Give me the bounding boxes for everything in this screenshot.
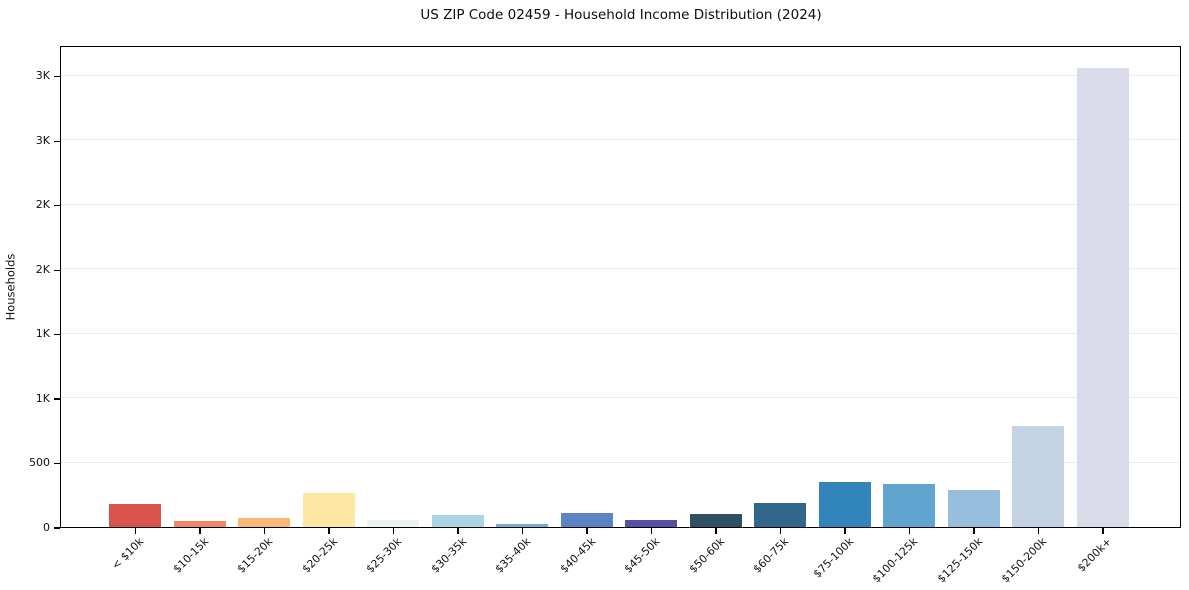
gridline (61, 332, 1180, 334)
x-tick-mark (586, 528, 588, 534)
bar-$20-25k (302, 493, 355, 527)
chart-title: US ZIP Code 02459 - Household Income Dis… (420, 7, 822, 23)
x-tick-mark (263, 528, 266, 534)
x-tick-mark (715, 528, 717, 534)
x-tick-mark (134, 528, 137, 534)
gridline (61, 268, 1180, 270)
bar-$25-30k (367, 520, 419, 527)
plot-area (60, 46, 1181, 528)
bar-$75-100k (818, 482, 871, 527)
gridline (61, 397, 1180, 399)
y-tick-mark (54, 76, 60, 78)
y-tick-mark (54, 205, 60, 207)
gridline (61, 139, 1180, 141)
y-tick-mark (54, 527, 60, 529)
y-tick-mark (54, 140, 60, 142)
y-tick-label: 1K (35, 391, 50, 405)
bar-$45-50k (625, 520, 677, 527)
x-tick-mark (779, 528, 782, 534)
y-tick-label: 0 (43, 520, 50, 534)
y-tick-label: 3K (35, 69, 50, 83)
bar-$40-45k (560, 512, 613, 527)
bar-$60-75k (754, 502, 806, 527)
bar-$50-60k (689, 513, 742, 527)
y-tick-mark (54, 462, 60, 465)
bar-$200k+ (1076, 67, 1129, 527)
x-tick-mark (844, 528, 846, 534)
y-tick-label: 2K (35, 198, 50, 212)
bar-$125-150k (947, 490, 1000, 527)
x-tick-mark (1102, 528, 1104, 534)
gridline (61, 461, 1180, 463)
y-tick-label: 2K (35, 262, 50, 276)
bar-$35-40k (496, 524, 548, 527)
y-tick-label: 500 (29, 456, 50, 470)
bar-$15-20k (238, 517, 290, 527)
gridline (61, 203, 1180, 205)
bar-$30-35k (431, 514, 484, 527)
gridline (61, 74, 1180, 76)
x-tick-mark (1037, 528, 1040, 534)
y-tick-label: 3K (35, 133, 50, 147)
x-tick-mark (521, 528, 524, 534)
bar-< $10k (109, 504, 161, 527)
x-tick-mark (973, 528, 975, 534)
bar-$150-200k (1012, 426, 1064, 527)
y-tick-mark (54, 269, 60, 271)
x-tick-label: < $10k (109, 535, 147, 573)
y-tick-mark (54, 398, 60, 400)
x-tick-mark (908, 528, 911, 534)
bar-$100-125k (883, 484, 935, 527)
x-tick-mark (392, 528, 395, 534)
x-tick-mark (199, 528, 201, 534)
x-tick-mark (650, 528, 653, 534)
bar-$10-15k (173, 520, 226, 527)
y-tick-mark (54, 333, 60, 336)
x-tick-mark (457, 528, 459, 534)
x-tick-mark (328, 528, 330, 534)
y-tick-label: 1K (35, 327, 50, 341)
